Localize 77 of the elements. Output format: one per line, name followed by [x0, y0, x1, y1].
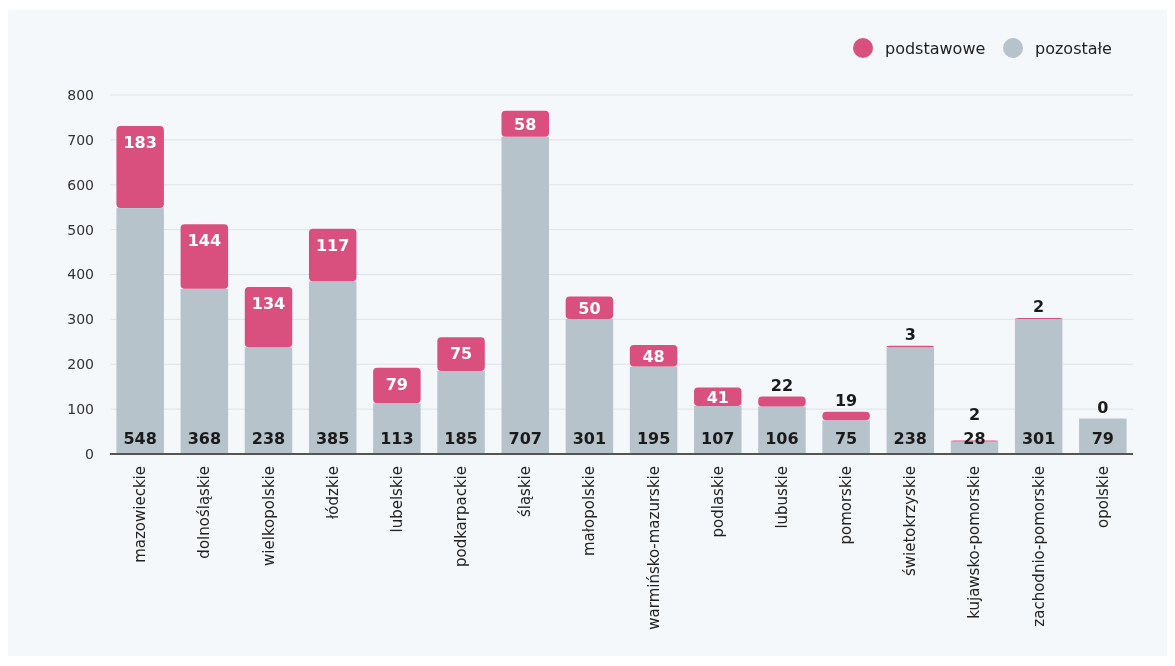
bar — [180, 224, 229, 289]
y-tick-label: 500 — [67, 221, 94, 238]
data-label: 385 — [316, 429, 350, 448]
bar — [437, 337, 485, 371]
data-label: 301 — [572, 429, 607, 448]
data-label: 107 — [701, 429, 735, 448]
x-tick-label: śląskie — [516, 466, 535, 518]
data-label: 183 — [123, 132, 157, 152]
data-label: 707 — [508, 429, 542, 448]
data-label: 238 — [893, 429, 927, 448]
data-label: 117 — [316, 235, 350, 255]
x-tick-label: pomorskie — [837, 466, 856, 545]
x-tick-label: mazowieckie — [131, 466, 150, 563]
x-tick-label: wielkopolskie — [259, 466, 278, 566]
data-label: 19 — [834, 390, 858, 410]
data-label: 134 — [251, 294, 286, 314]
data-label: 548 — [123, 429, 157, 448]
data-label: 3 — [904, 324, 916, 344]
data-label: 75 — [449, 344, 473, 364]
data-label: 28 — [963, 429, 986, 448]
legend-label: podstawowe — [885, 38, 986, 58]
data-label: 0 — [1097, 397, 1109, 417]
x-tick-label: lubelskie — [387, 466, 406, 533]
y-tick-label: 700 — [67, 131, 94, 148]
bar — [244, 347, 293, 454]
bar — [886, 347, 935, 454]
bar — [308, 281, 357, 454]
bar — [180, 288, 229, 454]
data-label: 144 — [187, 231, 222, 251]
legend-label: pozostałe — [1035, 38, 1112, 58]
y-tick-label: 200 — [67, 356, 94, 373]
x-tick-label: dolnośląskie — [195, 466, 214, 559]
x-tick-label: lubuskie — [772, 466, 791, 529]
y-tick-label: 100 — [67, 401, 94, 418]
y-tick-label: 0 — [85, 445, 94, 462]
data-label: 58 — [514, 114, 537, 134]
y-tick-label: 800 — [67, 86, 94, 103]
data-label: 195 — [636, 429, 671, 448]
x-tick-label: podkarpackie — [452, 466, 471, 568]
bar — [1014, 318, 1063, 454]
bar — [565, 318, 614, 454]
data-label: 2 — [968, 405, 981, 424]
bar — [822, 411, 870, 421]
x-tick-label: świetokrzyskie — [901, 466, 920, 577]
bar — [116, 208, 164, 454]
bar — [116, 125, 164, 209]
data-label: 75 — [834, 429, 858, 448]
data-label: 185 — [444, 429, 478, 448]
x-tick-label: opolskie — [1093, 466, 1112, 528]
data-label: 2 — [1033, 297, 1045, 317]
bar — [501, 136, 549, 454]
data-label: 113 — [380, 429, 414, 448]
data-label: 50 — [578, 298, 601, 318]
x-tick-label: małopolskie — [580, 466, 599, 557]
data-label: 79 — [385, 374, 409, 394]
bar — [437, 370, 485, 454]
data-label: 301 — [1021, 429, 1056, 448]
x-tick-label: podlaskie — [708, 466, 727, 538]
bar — [244, 287, 293, 348]
bar — [629, 366, 678, 454]
data-label: 238 — [251, 429, 286, 448]
x-tick-label: warmińsko-mazurskie — [644, 466, 663, 630]
data-label: 106 — [765, 429, 799, 448]
y-tick-label: 300 — [67, 311, 94, 328]
data-label: 48 — [642, 346, 665, 366]
x-tick-label: kujawsko-pomorskie — [965, 466, 984, 619]
data-label: 22 — [770, 375, 794, 395]
bar — [758, 396, 806, 407]
data-label: 368 — [187, 429, 222, 448]
bar — [308, 228, 357, 282]
x-tick-label: łódzkie — [323, 466, 342, 519]
data-label: 41 — [706, 387, 729, 407]
y-tick-label: 600 — [67, 176, 94, 193]
data-label: 79 — [1091, 429, 1114, 448]
y-tick-label: 400 — [67, 266, 94, 283]
bar — [373, 403, 421, 454]
x-tick-label: zachodnio-pomorskie — [1029, 466, 1048, 627]
